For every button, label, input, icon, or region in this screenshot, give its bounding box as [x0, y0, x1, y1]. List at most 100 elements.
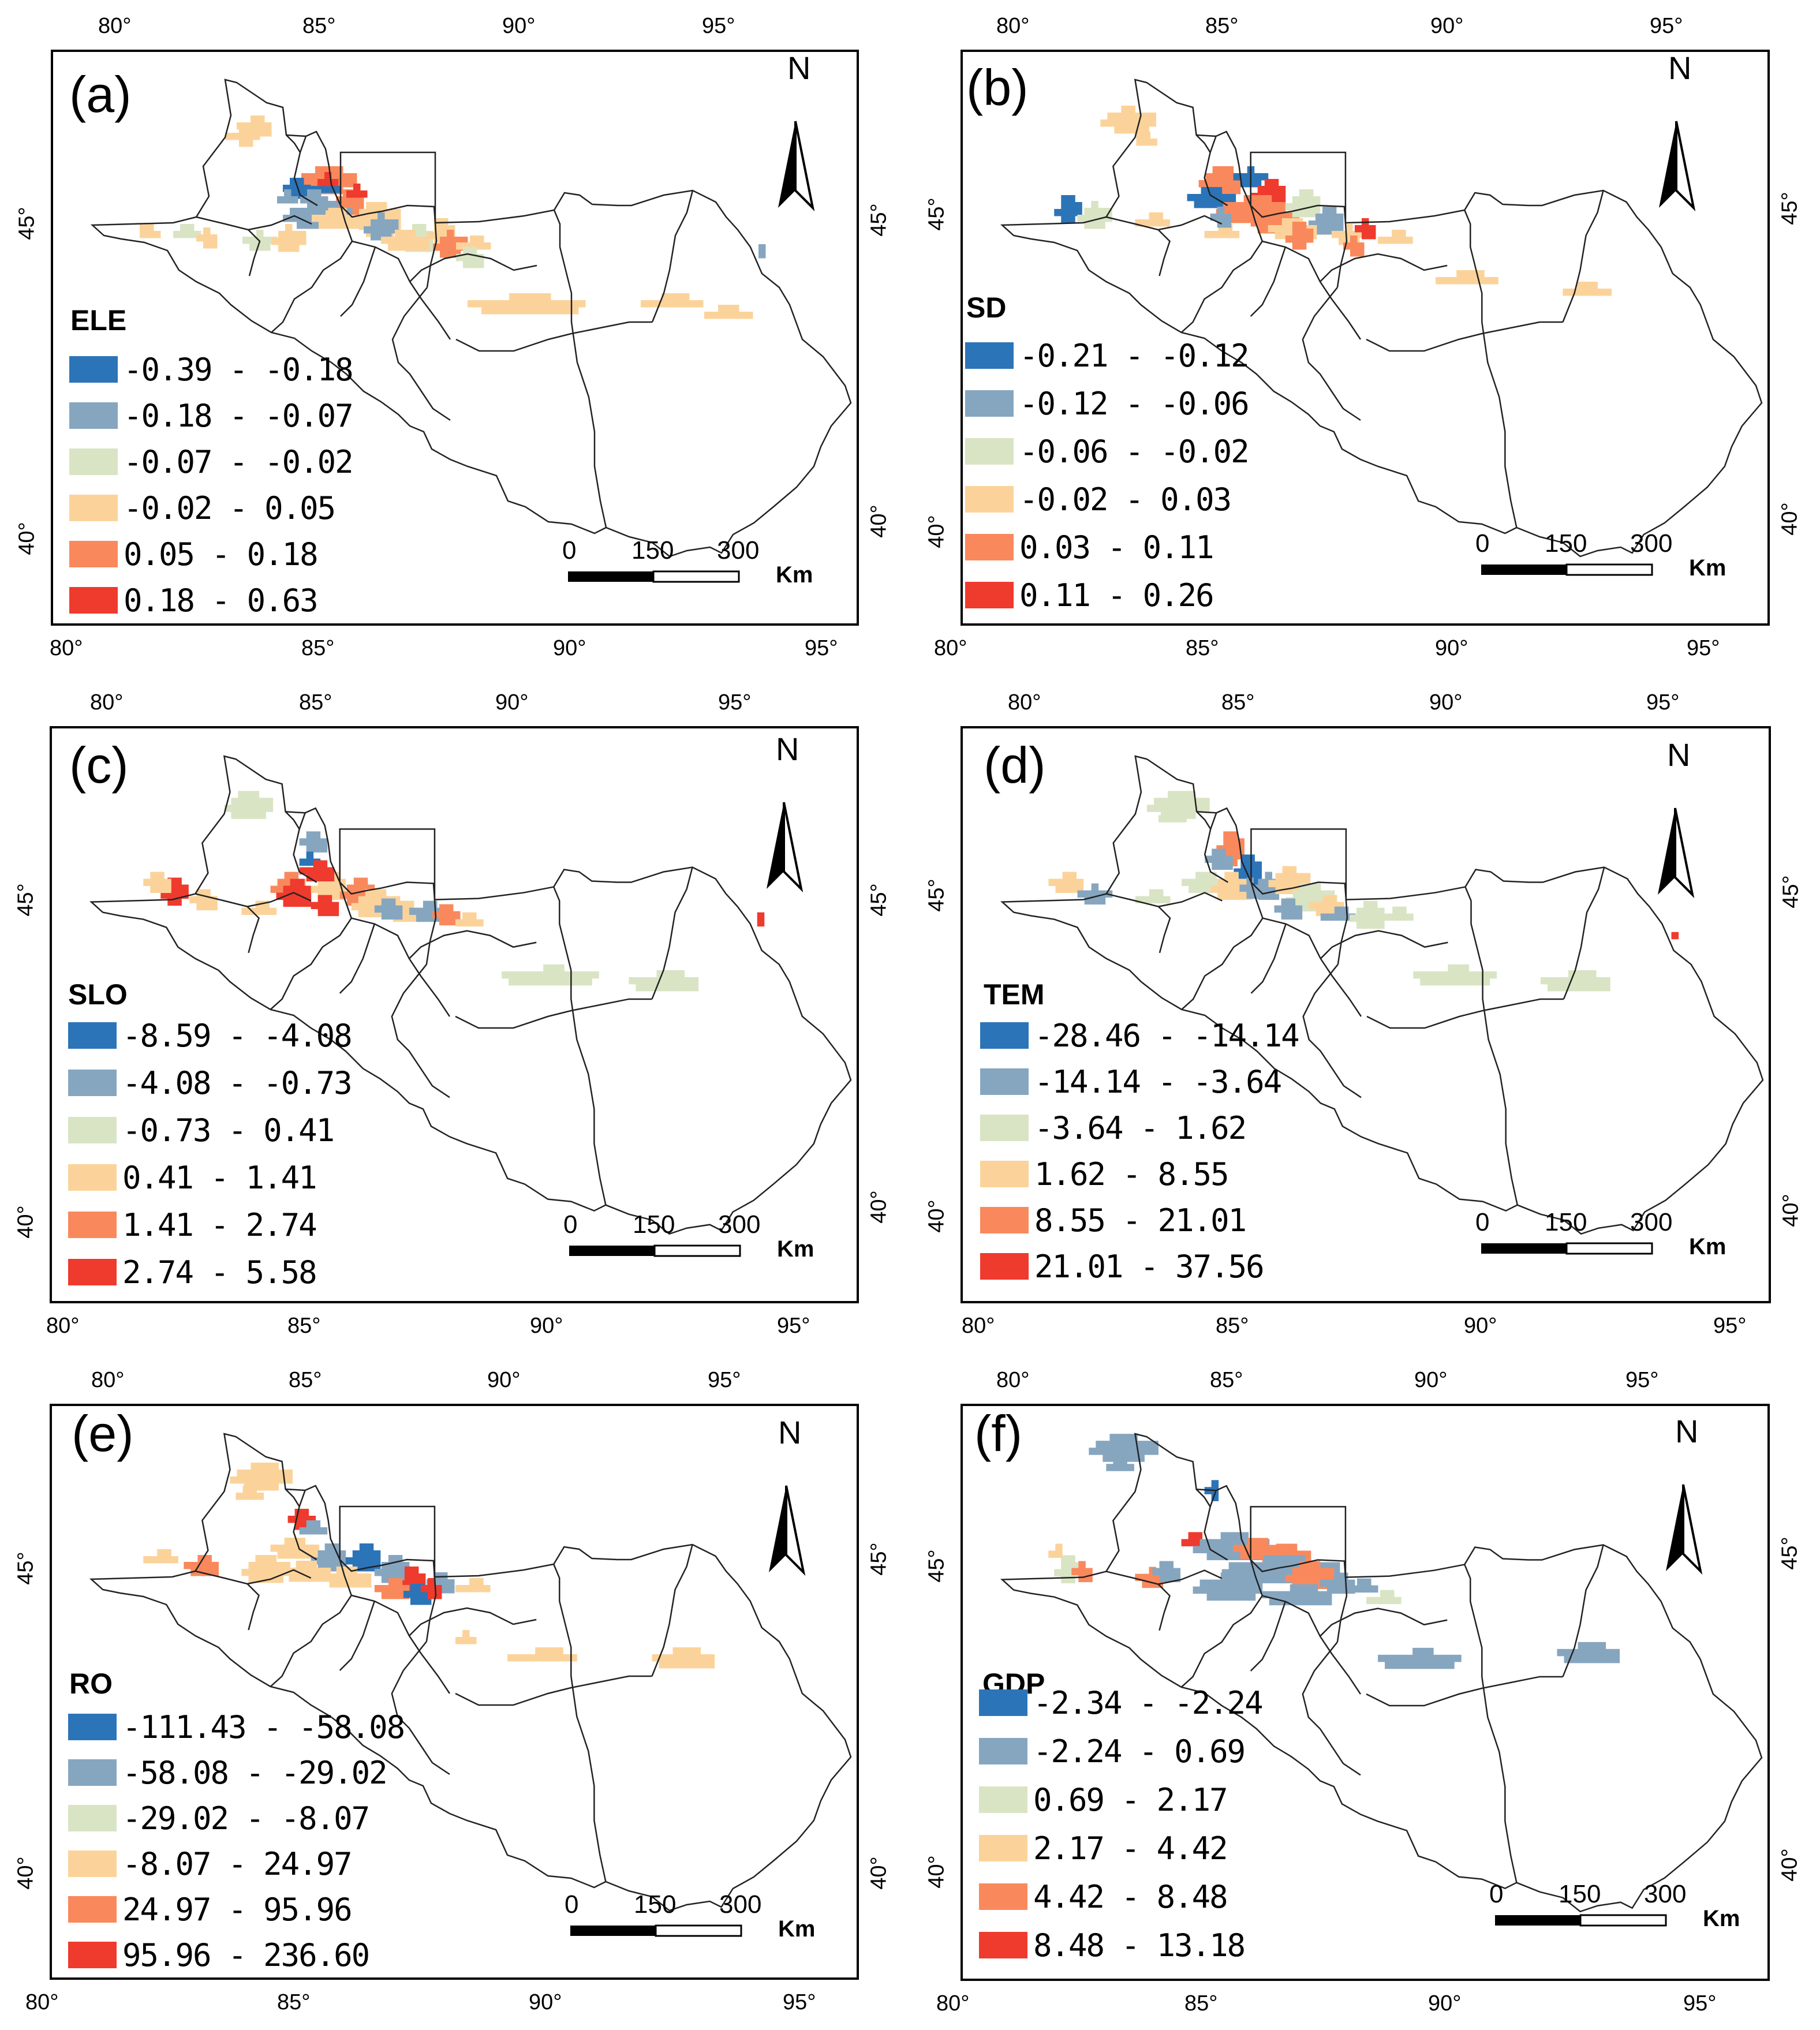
raster-cell	[1361, 225, 1369, 233]
map-svg-a	[51, 50, 859, 626]
raster-cell	[306, 1527, 314, 1535]
raster-cell	[277, 1545, 285, 1552]
raster-cell	[308, 173, 316, 181]
raster-cell	[1584, 1655, 1593, 1663]
legend-row: -4.08 - -0.73	[68, 1065, 353, 1101]
district-boundary	[1366, 321, 1563, 352]
lon-tick-label: 80°	[46, 1314, 80, 1338]
raster-cell	[544, 300, 551, 308]
raster-cell	[329, 1580, 337, 1588]
raster-cell	[1103, 1455, 1110, 1462]
raster-cell	[1258, 878, 1266, 887]
raster-cell	[246, 140, 253, 147]
legend-row: 24.97 - 95.96	[68, 1891, 353, 1928]
raster-cell	[1575, 970, 1583, 978]
raster-cell	[1248, 1579, 1256, 1587]
raster-cell	[285, 1476, 293, 1484]
raster-cell	[1303, 1550, 1311, 1558]
raster-cell	[1285, 212, 1293, 220]
raster-cell	[1098, 222, 1105, 229]
map-frame	[51, 50, 859, 626]
raster-cell	[196, 234, 204, 242]
raster-cell	[1212, 173, 1220, 181]
raster-cell	[1212, 180, 1220, 188]
lon-tick-label: 85°	[277, 1990, 311, 2014]
raster-cell	[290, 208, 297, 215]
legend-row: 2.74 - 5.58	[68, 1254, 317, 1291]
raster-cell	[1387, 1597, 1395, 1605]
raster-cell	[1270, 1569, 1278, 1577]
raster-cell	[1554, 984, 1562, 992]
raster-cell	[332, 222, 340, 229]
raster-cell	[157, 1549, 165, 1557]
raster-cell	[1061, 216, 1068, 223]
raster-cell	[1091, 222, 1098, 229]
raster-cell	[1188, 1539, 1196, 1546]
raster-cell	[1275, 232, 1283, 240]
raster-cell	[384, 226, 392, 234]
district-boundary	[1250, 828, 1347, 900]
raster-cell	[298, 1538, 306, 1545]
raster-cell	[1271, 193, 1279, 200]
scale-bar-segment	[652, 570, 740, 583]
raster-cell	[1590, 289, 1598, 296]
raster-cell	[364, 226, 371, 234]
raster-cell	[366, 202, 373, 210]
raster-cell	[535, 1647, 543, 1655]
raster-cell	[1350, 242, 1358, 250]
raster-cell	[269, 1555, 277, 1562]
raster-cell	[1373, 1597, 1381, 1605]
district-boundary	[1302, 964, 1362, 1098]
panel-label: (e)	[72, 1405, 134, 1462]
raster-cell	[285, 224, 293, 231]
raster-cell	[395, 230, 402, 237]
raster-cell	[264, 1470, 272, 1477]
raster-cell	[271, 1476, 279, 1484]
raster-cell	[1163, 219, 1171, 227]
raster-cell	[1603, 984, 1610, 992]
raster-cell	[1264, 179, 1272, 186]
raster-cell	[1303, 873, 1311, 881]
raster-cell	[1201, 201, 1209, 208]
raster-cell	[1142, 1573, 1149, 1582]
raster-cell	[1149, 896, 1157, 904]
raster-cell	[446, 918, 454, 926]
raster-cell	[1238, 892, 1246, 900]
raster-cell	[1217, 207, 1225, 214]
raster-cell	[1448, 978, 1455, 986]
raster-cell	[1234, 1593, 1242, 1601]
raster-cell	[1317, 1591, 1325, 1599]
raster-cell	[388, 1555, 396, 1562]
raster-cell	[1156, 889, 1164, 897]
legend-swatch	[68, 1259, 117, 1285]
raster-cell	[1166, 1561, 1174, 1569]
legend-label: 0.11 - 0.26	[1019, 577, 1214, 614]
raster-cell	[659, 1661, 667, 1669]
raster-cell	[180, 231, 188, 238]
district-boundary	[1250, 1506, 1347, 1577]
raster-cell	[1306, 235, 1314, 243]
raster-cell	[319, 222, 326, 229]
raster-cell	[1189, 812, 1196, 819]
district-boundary	[409, 930, 537, 959]
raster-cell	[1281, 218, 1290, 226]
raster-cell	[550, 971, 558, 979]
raster-cell	[477, 242, 484, 250]
raster-cell	[1137, 1441, 1145, 1448]
region-boundary	[1000, 755, 1764, 1235]
raster-cell	[276, 1576, 284, 1583]
scale-bar-segment	[655, 1924, 742, 1937]
raster-cell	[350, 1580, 358, 1588]
raster-cell	[1230, 831, 1238, 839]
raster-cell	[1199, 1579, 1208, 1587]
raster-cell	[502, 300, 510, 308]
district-boundary	[1481, 321, 1518, 528]
scale-bar	[1495, 1914, 1667, 1927]
district-boundary	[1302, 287, 1361, 421]
raster-cell	[1264, 205, 1272, 213]
raster-cell	[1091, 883, 1099, 891]
raster-cell	[585, 971, 592, 979]
map-frame	[50, 726, 859, 1303]
raster-cell	[381, 912, 389, 920]
raster-cell	[327, 867, 335, 875]
